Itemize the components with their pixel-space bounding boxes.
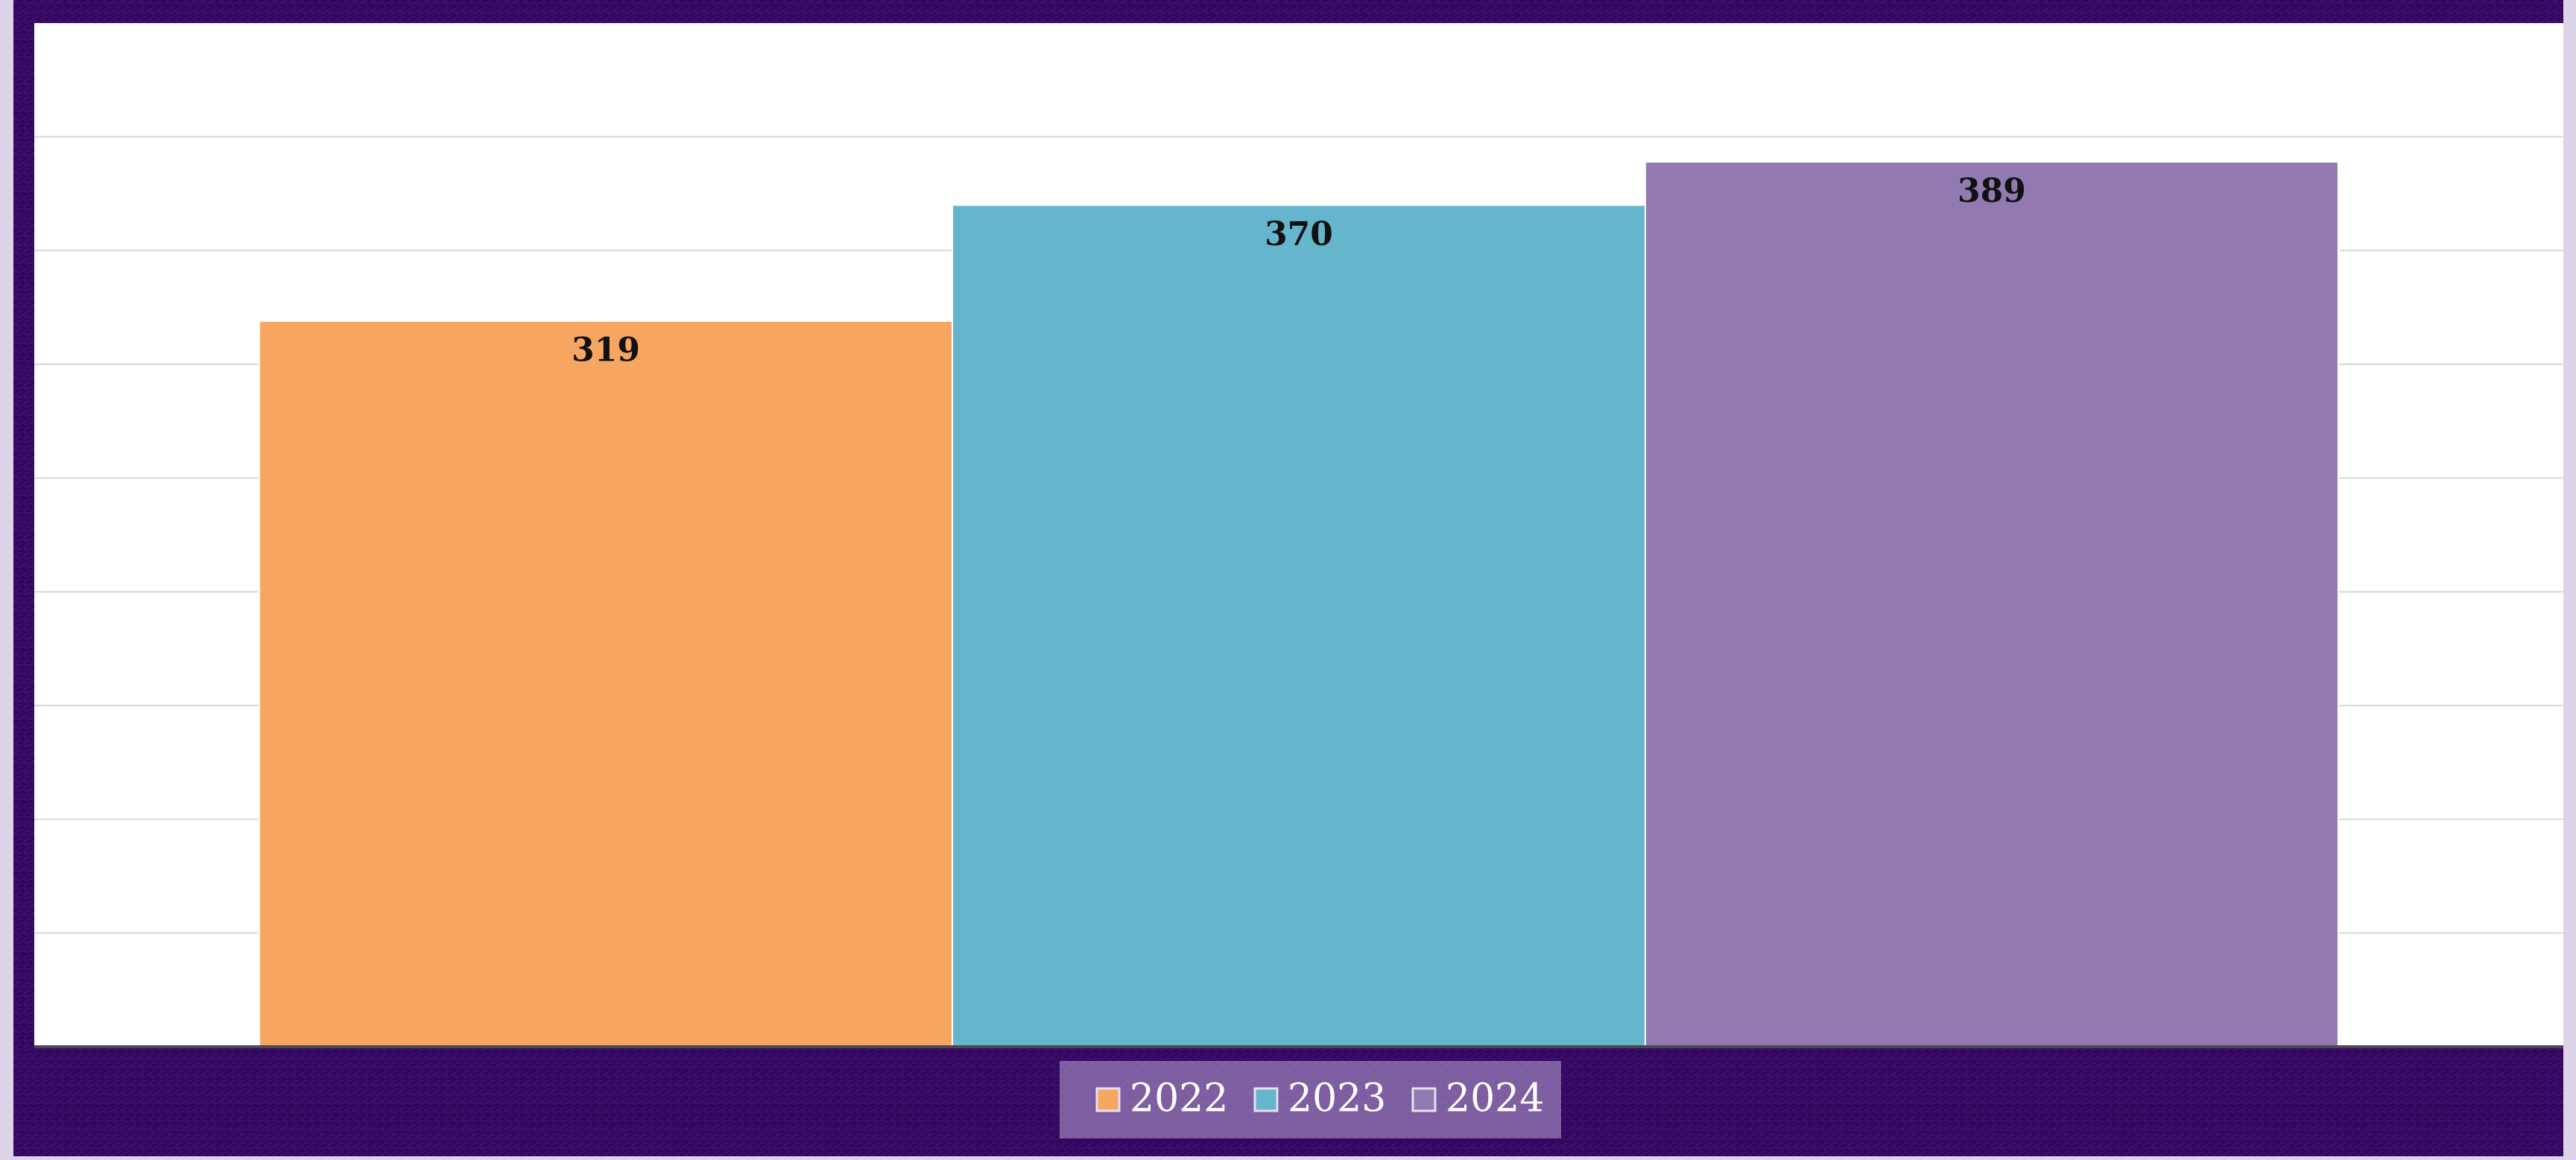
legend-label: 2024 bbox=[1446, 1077, 1544, 1121]
data-label: 389 bbox=[1958, 172, 2026, 210]
legend-box bbox=[1060, 1061, 1561, 1138]
bar bbox=[1644, 161, 2339, 1048]
bar bbox=[952, 204, 1646, 1048]
data-label: 319 bbox=[572, 331, 640, 369]
legend-label: 2023 bbox=[1288, 1077, 1386, 1121]
data-label: 370 bbox=[1265, 215, 1333, 253]
bar bbox=[259, 320, 954, 1048]
legend-swatch bbox=[1411, 1087, 1437, 1112]
legend-swatch bbox=[1253, 1087, 1279, 1112]
legend-swatch bbox=[1095, 1087, 1121, 1112]
legend-label: 2022 bbox=[1130, 1077, 1228, 1121]
